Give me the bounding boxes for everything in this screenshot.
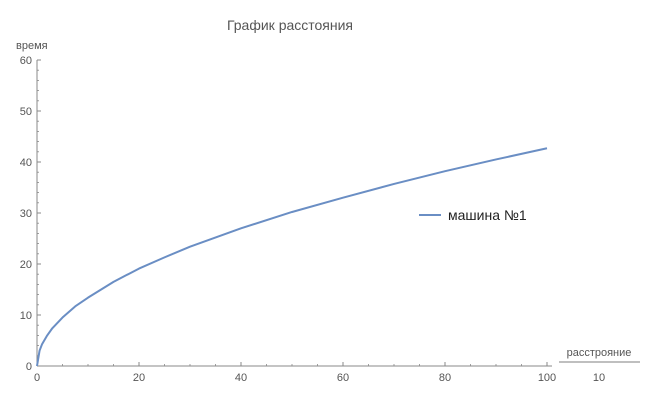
- x-tick-label: 20: [133, 372, 145, 384]
- x-tick-label: 60: [337, 372, 349, 384]
- x-tick-label: 0: [34, 372, 40, 384]
- y-tick-label: 60: [20, 55, 32, 67]
- y-tick-label: 50: [20, 106, 32, 118]
- series-line: [36, 147, 548, 367]
- legend-label: машина №1: [448, 207, 527, 223]
- x-tick-label: 40: [235, 372, 247, 384]
- y-axis-label: время: [16, 40, 48, 52]
- y-tick-label: 10: [20, 310, 32, 322]
- y-tick-label: 0: [26, 361, 32, 373]
- y-tick-label: 30: [20, 208, 32, 220]
- chart-title: График расстояния: [227, 17, 353, 33]
- y-tick-label: 40: [20, 157, 32, 169]
- y-tick-label: 20: [20, 259, 32, 271]
- axes: 0 20 40 60 80 100 0 10 20 30 40 50 60: [20, 55, 556, 384]
- x-axis-label-denominator: 10: [593, 372, 605, 384]
- x-tick-label: 80: [439, 372, 451, 384]
- legend: машина №1: [419, 207, 527, 223]
- plot-area: [36, 147, 548, 367]
- x-tick-label: 100: [538, 372, 556, 384]
- x-axis-label-numerator: расстрояние: [567, 347, 632, 359]
